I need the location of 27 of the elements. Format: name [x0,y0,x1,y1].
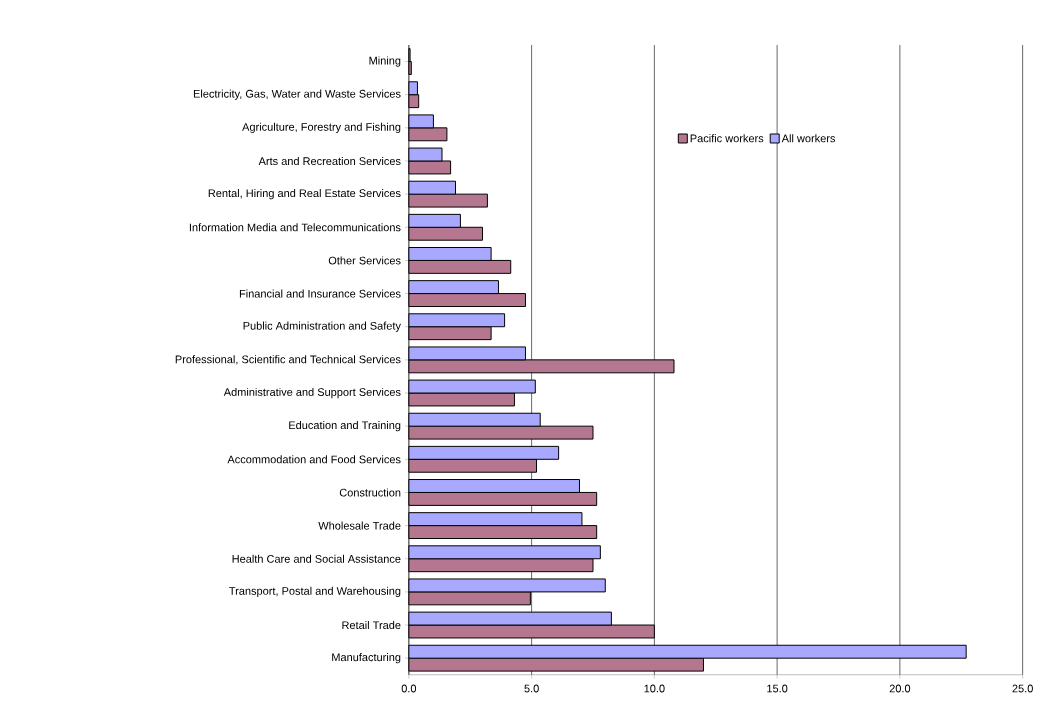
y-tick-label: Financial and Insurance Services [239,289,401,298]
y-tick-label: Arts and Recreation Services [258,157,401,166]
y-tick-label: Professional, Scientific and Technical Services [175,355,401,365]
y-tick-label: Other Services [328,256,401,265]
x-tick-label: 0.0 [401,684,417,693]
y-tick-label: Wholesale Trade [318,521,401,530]
y-tick-label: Rental, Hiring and Real Estate Services [208,189,401,200]
x-tick-label: 25.0 [1012,684,1033,693]
y-tick-label: Manufacturing [332,653,401,664]
y-tick-label: Administrative and Support Services [223,388,401,399]
x-tick-label: 20.0 [889,684,911,693]
y-tick-label: Health Care and Social Assistance [232,554,401,563]
y-tick-label: Information Media and Telecommunications [189,223,401,232]
x-tick-label: 5.0 [524,684,539,693]
legend-label: Pacific workers [690,134,764,143]
x-tick-label: 15.0 [767,684,788,693]
y-tick-label: Construction [339,488,401,497]
y-tick-label: Accommodation and Food Services [227,455,401,464]
y-tick-label: Electricity, Gas, Water and Waste Services [193,89,401,100]
y-tick-label: Public Administration and Safety [243,321,401,332]
y-tick-label: Retail Trade [342,621,401,630]
y-tick-label: Agriculture, Forestry and Fishing [242,122,401,134]
y-tick-label: Mining [369,56,401,67]
y-tick-label: Education and Training [289,421,401,432]
legend-label: All workers [781,134,836,143]
y-tick-label: Transport, Postal and Warehousing [229,586,401,598]
x-tick-label: 10.0 [644,684,665,693]
